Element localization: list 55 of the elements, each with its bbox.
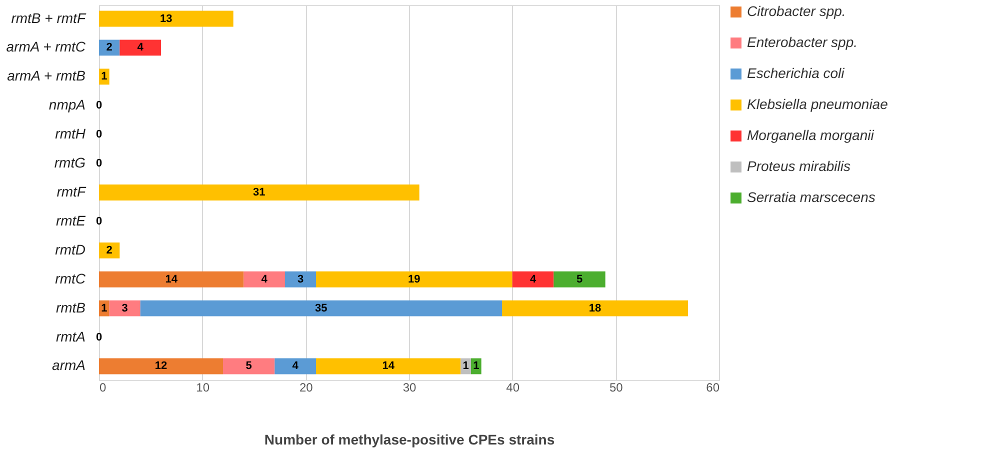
x-tick-label: 10 <box>196 380 210 394</box>
data-label: 0 <box>96 331 102 344</box>
y-tick-label: rmtH <box>55 126 86 142</box>
data-label: 14 <box>382 360 396 372</box>
y-tick-label: rmtC <box>55 270 86 286</box>
data-label: 3 <box>297 273 304 286</box>
data-label: 0 <box>96 158 102 170</box>
data-label: 35 <box>315 302 328 314</box>
data-label: 1 <box>101 70 108 83</box>
data-label: 4 <box>292 360 300 372</box>
data-label: 1 <box>462 360 469 372</box>
data-label: 31 <box>253 186 266 198</box>
y-tick-label: rmtF <box>56 184 87 200</box>
data-label: 4 <box>530 273 537 286</box>
legend-label: Citrobacter spp. <box>747 3 846 19</box>
y-tick-label: nmpA <box>48 96 86 113</box>
y-tick-label: armA + rmtB <box>7 68 86 84</box>
y-tick-label: rmtB <box>56 299 86 316</box>
data-label: 2 <box>106 244 112 256</box>
x-tick-label: 30 <box>402 380 416 394</box>
data-label: 4 <box>261 273 268 286</box>
data-label: 5 <box>576 273 583 286</box>
data-label: 0 <box>96 215 102 228</box>
data-label: 1 <box>101 302 108 314</box>
x-tick-label: 40 <box>506 380 520 394</box>
y-tick-label: armA <box>52 357 86 374</box>
x-tick-label: 20 <box>299 380 314 394</box>
data-label: 19 <box>408 273 420 286</box>
y-tick-label: rmtE <box>56 212 86 228</box>
x-tick-label: 0 <box>100 380 106 394</box>
data-label: 4 <box>137 42 144 54</box>
data-label: 2 <box>106 42 112 54</box>
data-label: 13 <box>160 12 172 25</box>
y-tick-label: rmtA <box>56 328 86 344</box>
legend-label: Morganella morganii <box>747 127 875 143</box>
data-label: 0 <box>96 100 102 112</box>
data-label: 12 <box>154 360 168 372</box>
x-tick-label: 60 <box>706 380 720 394</box>
legend-label: Proteus mirabilis <box>747 158 850 174</box>
data-label: 1 <box>473 360 480 372</box>
data-label: 5 <box>246 360 252 372</box>
y-tick-label: rmtG <box>54 154 86 171</box>
y-tick-label: rmtD <box>55 241 86 258</box>
data-label: 14 <box>165 273 178 286</box>
legend-label: Klebsiella pneumoniae <box>747 96 888 112</box>
x-tick-label: 50 <box>609 380 624 394</box>
y-tick-label: armA + rmtC <box>6 38 86 55</box>
legend-label: Escherichia coli <box>747 65 846 81</box>
data-label: 18 <box>588 302 602 314</box>
legend-label: Serratia marscecens <box>747 189 876 205</box>
x-axis-title: Number of methylase-positive CPEs strains <box>264 432 555 448</box>
data-label: 0 <box>96 128 102 141</box>
legend-label: Enterobacter spp. <box>747 34 858 50</box>
y-tick-label: rmtB + rmtF <box>11 10 87 26</box>
data-label: 3 <box>122 302 128 314</box>
